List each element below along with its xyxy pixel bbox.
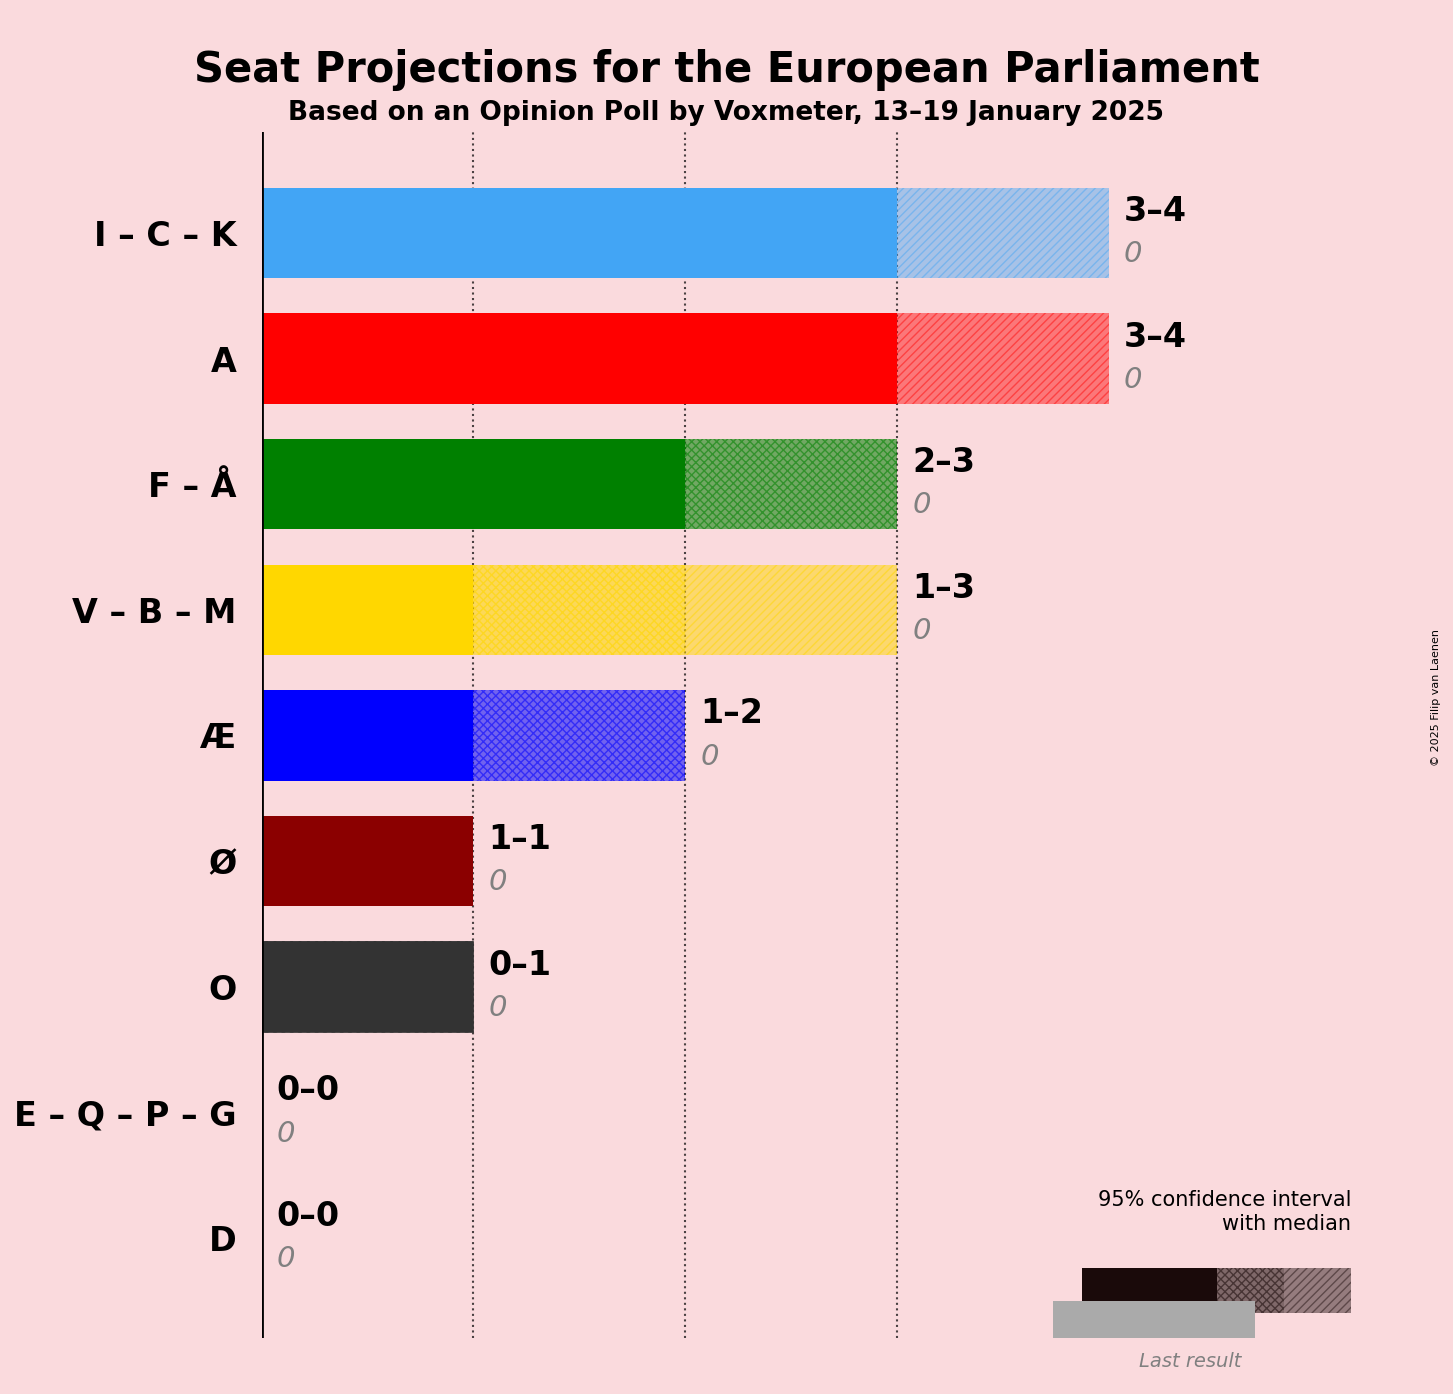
Text: 0: 0	[488, 994, 507, 1022]
Bar	[1284, 1269, 1351, 1313]
Bar	[262, 941, 474, 1032]
Text: 0: 0	[1125, 365, 1142, 395]
Text: 1–2: 1–2	[700, 697, 763, 730]
Bar	[262, 439, 686, 530]
Text: 3–4: 3–4	[1125, 321, 1187, 354]
Bar	[474, 565, 686, 655]
Text: Based on an Opinion Poll by Voxmeter, 13–19 January 2025: Based on an Opinion Poll by Voxmeter, 13…	[289, 100, 1164, 127]
Text: 2–3: 2–3	[912, 446, 975, 480]
Bar	[686, 439, 897, 530]
Bar	[897, 314, 1109, 404]
Bar	[262, 188, 897, 279]
Bar	[1082, 1269, 1216, 1313]
Text: 3–4: 3–4	[1125, 195, 1187, 229]
Bar	[897, 188, 1109, 279]
Text: 0: 0	[276, 1119, 295, 1147]
Bar	[686, 565, 897, 655]
Text: 0: 0	[488, 868, 507, 896]
Text: 95% confidence interval
with median: 95% confidence interval with median	[1098, 1190, 1351, 1234]
Bar	[262, 690, 474, 781]
Text: 0: 0	[1125, 240, 1142, 268]
Text: 0: 0	[700, 743, 719, 771]
Bar	[262, 565, 474, 655]
Text: 1–3: 1–3	[912, 572, 975, 605]
Text: © 2025 Filip van Laenen: © 2025 Filip van Laenen	[1431, 629, 1440, 765]
Bar	[262, 815, 474, 906]
Text: 1–1: 1–1	[488, 822, 551, 856]
Text: 0: 0	[912, 618, 930, 645]
Text: 0: 0	[276, 1245, 295, 1273]
Text: 0–0: 0–0	[276, 1075, 340, 1107]
Text: Seat Projections for the European Parliament: Seat Projections for the European Parlia…	[193, 49, 1260, 91]
Bar	[262, 314, 897, 404]
Text: Last result: Last result	[1139, 1352, 1241, 1372]
Text: 0–1: 0–1	[488, 949, 551, 981]
Bar	[262, 941, 474, 1032]
Bar	[474, 690, 686, 781]
Bar	[1216, 1269, 1284, 1313]
Text: 0: 0	[912, 492, 930, 520]
Text: 0–0: 0–0	[276, 1200, 340, 1232]
